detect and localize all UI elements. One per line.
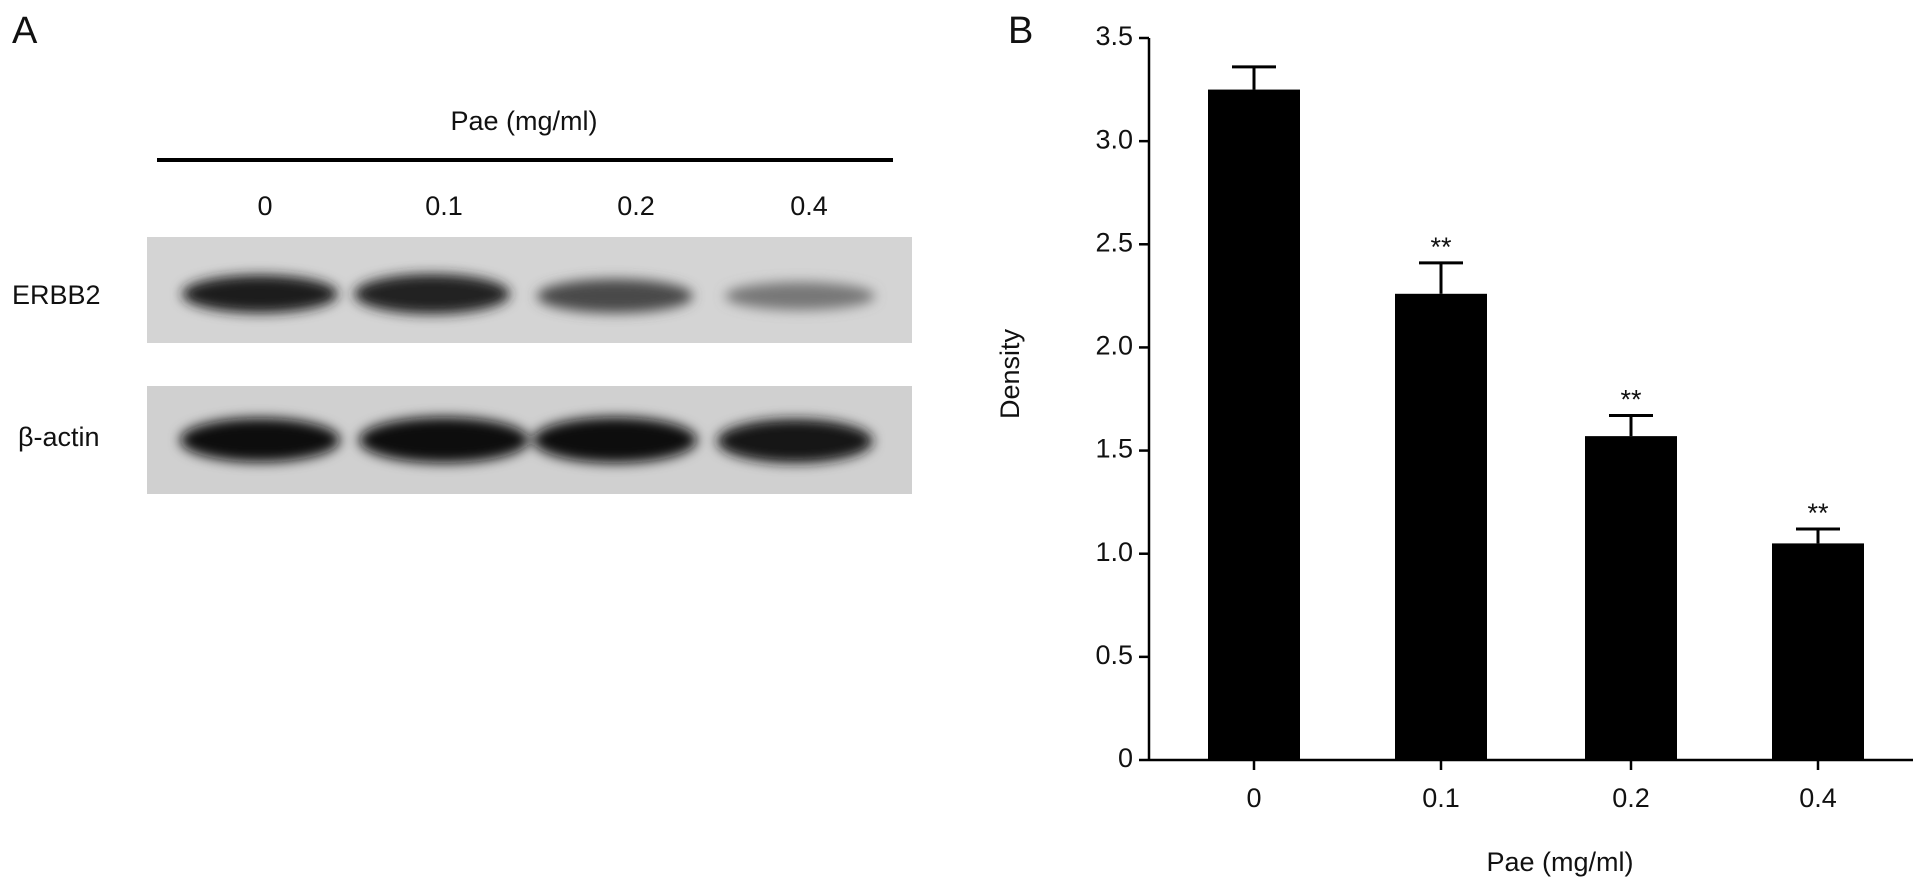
significance-label: ** [1430,232,1452,262]
row-label: ERBB2 [12,280,101,310]
y-tick-label: 0.5 [1095,640,1133,670]
panel-label: B [1008,10,1033,52]
x-tick-label: 0.2 [1612,783,1650,813]
bar [1585,436,1677,760]
y-tick-label: 1.0 [1095,537,1133,567]
y-tick-label: 2.5 [1095,227,1133,257]
lane-label: 0 [257,191,272,221]
y-tick-label: 0 [1118,743,1133,773]
x-axis-label: Pae (mg/ml) [1486,847,1633,877]
x-tick-label: 0.4 [1799,783,1837,813]
error-bar [1232,65,1276,90]
y-tick-label: 3.5 [1095,21,1133,51]
error-bar [1419,261,1463,294]
blot-actin [147,386,912,494]
lane-label: 0.2 [617,191,655,221]
significance-label: ** [1620,385,1642,415]
x-tick-label: 0 [1246,783,1261,813]
y-tick-label: 2.0 [1095,331,1133,361]
bar [1208,89,1300,761]
y-tick-label: 1.5 [1095,434,1133,464]
treatment-label: Pae (mg/ml) [450,106,597,136]
x-tick-label: 0.1 [1422,783,1460,813]
row-label: β-actin [18,422,100,452]
panel-label: A [12,10,38,52]
lane-label: 0.4 [790,191,828,221]
error-bar [1609,414,1653,437]
significance-label: ** [1807,498,1829,528]
bar [1772,543,1864,760]
bar [1395,293,1487,760]
lane-label: 0.1 [425,191,463,221]
blot-erbb2 [147,237,912,343]
y-tick-label: 3.0 [1095,124,1133,154]
y-axis-label: Density [995,328,1025,419]
error-bar [1796,527,1840,544]
